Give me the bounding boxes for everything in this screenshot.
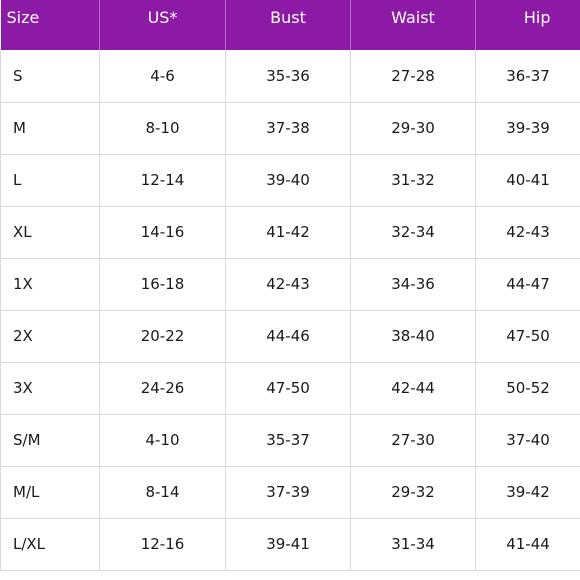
- table-header: Size US* Bust Waist Hip: [0, 0, 580, 50]
- cell-hip: 40-41: [475, 154, 580, 207]
- cell-us: 24-26: [99, 362, 226, 415]
- table-row: M/L 8-14 37-39 29-32 39-42: [0, 466, 580, 519]
- cell-us: 8-14: [99, 466, 226, 519]
- table-row: S/M 4-10 35-37 27-30 37-40: [0, 414, 580, 467]
- cell-hip: 44-47: [475, 258, 580, 311]
- cell-size: XL: [0, 206, 100, 259]
- cell-size: L/XL: [0, 518, 100, 571]
- header-us: US*: [99, 0, 226, 50]
- table-row: L/XL 12-16 39-41 31-34 41-44: [0, 518, 580, 571]
- cell-waist: 27-30: [350, 414, 476, 467]
- cell-waist: 34-36: [350, 258, 476, 311]
- cell-waist: 31-34: [350, 518, 476, 571]
- header-hip: Hip: [475, 0, 580, 50]
- cell-bust: 37-39: [225, 466, 351, 519]
- header-bust: Bust: [225, 0, 351, 50]
- table-row: S 4-6 35-36 27-28 36-37: [0, 50, 580, 103]
- cell-waist: 29-30: [350, 102, 476, 155]
- cell-bust: 41-42: [225, 206, 351, 259]
- cell-size: S: [0, 50, 100, 103]
- cell-hip: 50-52: [475, 362, 580, 415]
- cell-waist: 27-28: [350, 50, 476, 103]
- table-row: L 12-14 39-40 31-32 40-41: [0, 154, 580, 207]
- cell-bust: 39-40: [225, 154, 351, 207]
- cell-size: 1X: [0, 258, 100, 311]
- table-row: 1X 16-18 42-43 34-36 44-47: [0, 258, 580, 311]
- cell-us: 4-6: [99, 50, 226, 103]
- cell-waist: 42-44: [350, 362, 476, 415]
- cell-size: M: [0, 102, 100, 155]
- cell-size: 3X: [0, 362, 100, 415]
- cell-hip: 42-43: [475, 206, 580, 259]
- cell-us: 8-10: [99, 102, 226, 155]
- cell-size: M/L: [0, 466, 100, 519]
- table-row: 3X 24-26 47-50 42-44 50-52: [0, 362, 580, 415]
- table-body: S 4-6 35-36 27-28 36-37 M 8-10 37-38 29-…: [0, 50, 580, 571]
- cell-hip: 41-44: [475, 518, 580, 571]
- table-row: 2X 20-22 44-46 38-40 47-50: [0, 310, 580, 363]
- header-row: Size US* Bust Waist Hip: [0, 0, 580, 50]
- table-row: XL 14-16 41-42 32-34 42-43: [0, 206, 580, 259]
- cell-bust: 44-46: [225, 310, 351, 363]
- cell-bust: 35-37: [225, 414, 351, 467]
- cell-hip: 36-37: [475, 50, 580, 103]
- table-row: M 8-10 37-38 29-30 39-39: [0, 102, 580, 155]
- cell-size: L: [0, 154, 100, 207]
- cell-waist: 29-32: [350, 466, 476, 519]
- cell-us: 12-16: [99, 518, 226, 571]
- cell-waist: 32-34: [350, 206, 476, 259]
- header-size: Size: [0, 0, 100, 50]
- header-waist: Waist: [350, 0, 476, 50]
- cell-waist: 31-32: [350, 154, 476, 207]
- cell-us: 20-22: [99, 310, 226, 363]
- cell-us: 16-18: [99, 258, 226, 311]
- cell-bust: 47-50: [225, 362, 351, 415]
- cell-hip: 39-42: [475, 466, 580, 519]
- cell-hip: 39-39: [475, 102, 580, 155]
- cell-bust: 42-43: [225, 258, 351, 311]
- cell-size: 2X: [0, 310, 100, 363]
- cell-bust: 35-36: [225, 50, 351, 103]
- cell-us: 12-14: [99, 154, 226, 207]
- cell-hip: 37-40: [475, 414, 580, 467]
- cell-us: 14-16: [99, 206, 226, 259]
- cell-bust: 39-41: [225, 518, 351, 571]
- cell-waist: 38-40: [350, 310, 476, 363]
- cell-size: S/M: [0, 414, 100, 467]
- cell-hip: 47-50: [475, 310, 580, 363]
- cell-us: 4-10: [99, 414, 226, 467]
- cell-bust: 37-38: [225, 102, 351, 155]
